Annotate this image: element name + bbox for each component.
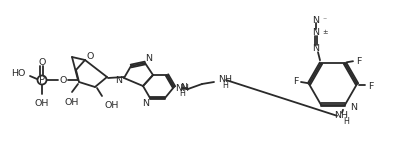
Text: H: H bbox=[222, 80, 228, 89]
Text: HO: HO bbox=[11, 68, 25, 77]
Text: OH: OH bbox=[65, 98, 79, 107]
Text: F: F bbox=[292, 77, 298, 87]
Text: O: O bbox=[38, 57, 46, 67]
Text: NH: NH bbox=[334, 111, 348, 120]
Text: NH: NH bbox=[218, 75, 232, 84]
Text: N: N bbox=[313, 28, 320, 37]
Text: ±: ± bbox=[322, 29, 328, 35]
Text: H: H bbox=[343, 117, 349, 126]
Text: NH: NH bbox=[175, 84, 189, 92]
Text: OH: OH bbox=[104, 101, 118, 110]
Text: N: N bbox=[116, 76, 122, 84]
Text: O: O bbox=[86, 52, 94, 60]
Text: O: O bbox=[59, 76, 67, 84]
Text: N: N bbox=[313, 16, 320, 25]
Text: ⁻: ⁻ bbox=[322, 16, 326, 25]
Text: F: F bbox=[368, 81, 373, 91]
Text: F: F bbox=[356, 57, 361, 66]
Text: H: H bbox=[179, 88, 185, 97]
Text: N: N bbox=[180, 83, 187, 92]
Text: N: N bbox=[145, 53, 152, 63]
Text: N: N bbox=[350, 103, 357, 112]
Text: N: N bbox=[313, 44, 320, 53]
Text: P: P bbox=[39, 75, 45, 85]
Text: N: N bbox=[143, 99, 149, 108]
Text: OH: OH bbox=[35, 99, 49, 108]
